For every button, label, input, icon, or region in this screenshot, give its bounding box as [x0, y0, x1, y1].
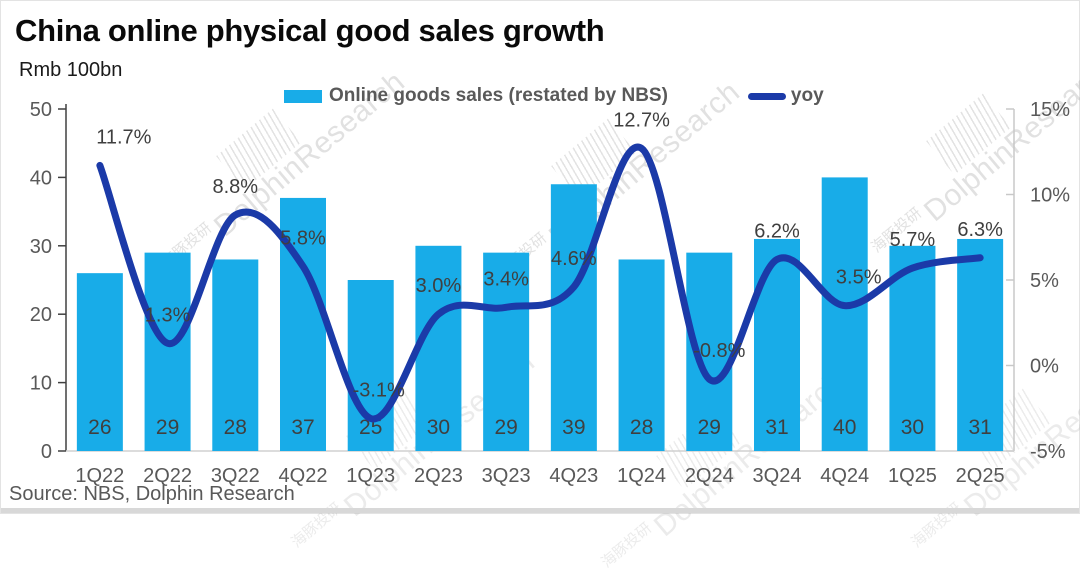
bar-value-label: 31 [765, 416, 788, 439]
yoy-point-label: 3.4% [483, 268, 529, 290]
right-axis-tick-label: 0% [1030, 356, 1059, 378]
bar-1Q23 [347, 280, 394, 451]
bar-2Q23 [415, 245, 462, 451]
left-axis-tick-label: 0 [41, 441, 52, 463]
left-axis-tick-label: 50 [30, 99, 52, 121]
yoy-point-label: 3.0% [416, 275, 462, 297]
yoy-point-label: 6.2% [754, 220, 800, 242]
x-axis-label: 2Q24 [685, 465, 734, 487]
left-axis-tick-label: 10 [30, 373, 52, 395]
x-axis-label: 1Q24 [617, 465, 666, 487]
x-axis-label: 3Q22 [211, 465, 260, 487]
bottom-edge-strip [1, 508, 1079, 513]
yoy-point-label: -3.1% [353, 380, 405, 402]
bar-value-label: 30 [427, 416, 450, 439]
yoy-point-label: 4.6% [551, 248, 597, 270]
line-series-label: yoy [790, 85, 824, 106]
bar-3Q23 [483, 252, 530, 451]
yoy-point-label: -0.8% [693, 340, 745, 362]
bar-value-label: 31 [968, 416, 991, 439]
legend-item-bar-series: Online goods sales (restated by NBS) [284, 85, 668, 107]
bar-value-label: 29 [698, 416, 721, 439]
right-axis-tick-label: -5% [1030, 441, 1066, 463]
x-axis-label: 2Q25 [956, 465, 1005, 487]
bar-4Q23 [550, 184, 597, 452]
x-axis-label: 2Q22 [143, 465, 192, 487]
bar-1Q24 [618, 259, 665, 451]
line-series-swatch [747, 92, 786, 100]
x-axis-label: 1Q23 [346, 465, 395, 487]
bar-4Q24 [821, 177, 868, 451]
left-axis-tick-label: 20 [30, 304, 52, 326]
x-axis-label: 4Q22 [279, 465, 328, 487]
yoy-point-label: 12.7% [613, 109, 670, 131]
yoy-point-label: 6.3% [957, 219, 1003, 241]
bar-2Q22 [144, 252, 191, 451]
bar-series-label: Online goods sales (restated by NBS) [329, 85, 668, 106]
bar-value-label: 26 [88, 416, 111, 439]
bar-value-label: 30 [901, 416, 924, 439]
watermark-cn-text: 海豚投研 [598, 519, 656, 572]
yoy-point-label: 3.5% [836, 267, 882, 289]
bar-value-label: 28 [224, 416, 247, 439]
bar-1Q22 [76, 273, 123, 451]
bar-value-label: 29 [156, 416, 179, 439]
bar-value-label: 28 [630, 416, 653, 439]
right-axis-tick-label: 5% [1030, 270, 1059, 292]
yoy-point-label: 5.8% [280, 227, 326, 249]
right-axis-tick-label: 10% [1030, 185, 1070, 207]
bar-2Q25 [957, 238, 1004, 451]
x-axis-label: 1Q25 [888, 465, 937, 487]
chart-title: China online physical good sales growth [15, 13, 605, 48]
x-axis-label: 4Q23 [549, 465, 598, 487]
left-axis-tick-label: 30 [30, 236, 52, 258]
x-axis-label: 3Q23 [482, 465, 531, 487]
bar-3Q22 [212, 259, 259, 451]
yoy-point-label: 1.3% [145, 304, 191, 326]
combo-chart: -5% 0% 5% 10% 15% 0 10 20 30 40 50 26 1Q22 29 2Q22 28 3Q… [30, 99, 1070, 487]
bar-value-label: 40 [833, 416, 856, 439]
axis-unit-label: Rmb 100bn [19, 59, 123, 81]
bar-value-label: 39 [562, 416, 585, 439]
yoy-point-label: 5.7% [890, 229, 936, 251]
x-axis-label: 1Q22 [75, 465, 124, 487]
legend-item-line-series: yoy [747, 85, 824, 107]
legend: Online goods sales (restated by NBS) yoy [284, 85, 824, 107]
yoy-line [96, 143, 984, 423]
x-axis-label: 4Q24 [820, 465, 869, 487]
bar-value-label: 37 [291, 416, 314, 439]
yoy-point-label: 8.8% [212, 176, 258, 198]
right-axis-tick-label: 15% [1030, 99, 1070, 121]
bar-value-label: 29 [494, 416, 517, 439]
x-axis-label: 2Q23 [414, 465, 463, 487]
x-axis-label: 3Q24 [753, 465, 802, 487]
source-note: Source: NBS, Dolphin Research [9, 483, 295, 505]
yoy-point-label: 11.7% [96, 126, 151, 148]
left-axis-tick-label: 40 [30, 167, 52, 189]
bar-series-swatch [284, 89, 322, 103]
